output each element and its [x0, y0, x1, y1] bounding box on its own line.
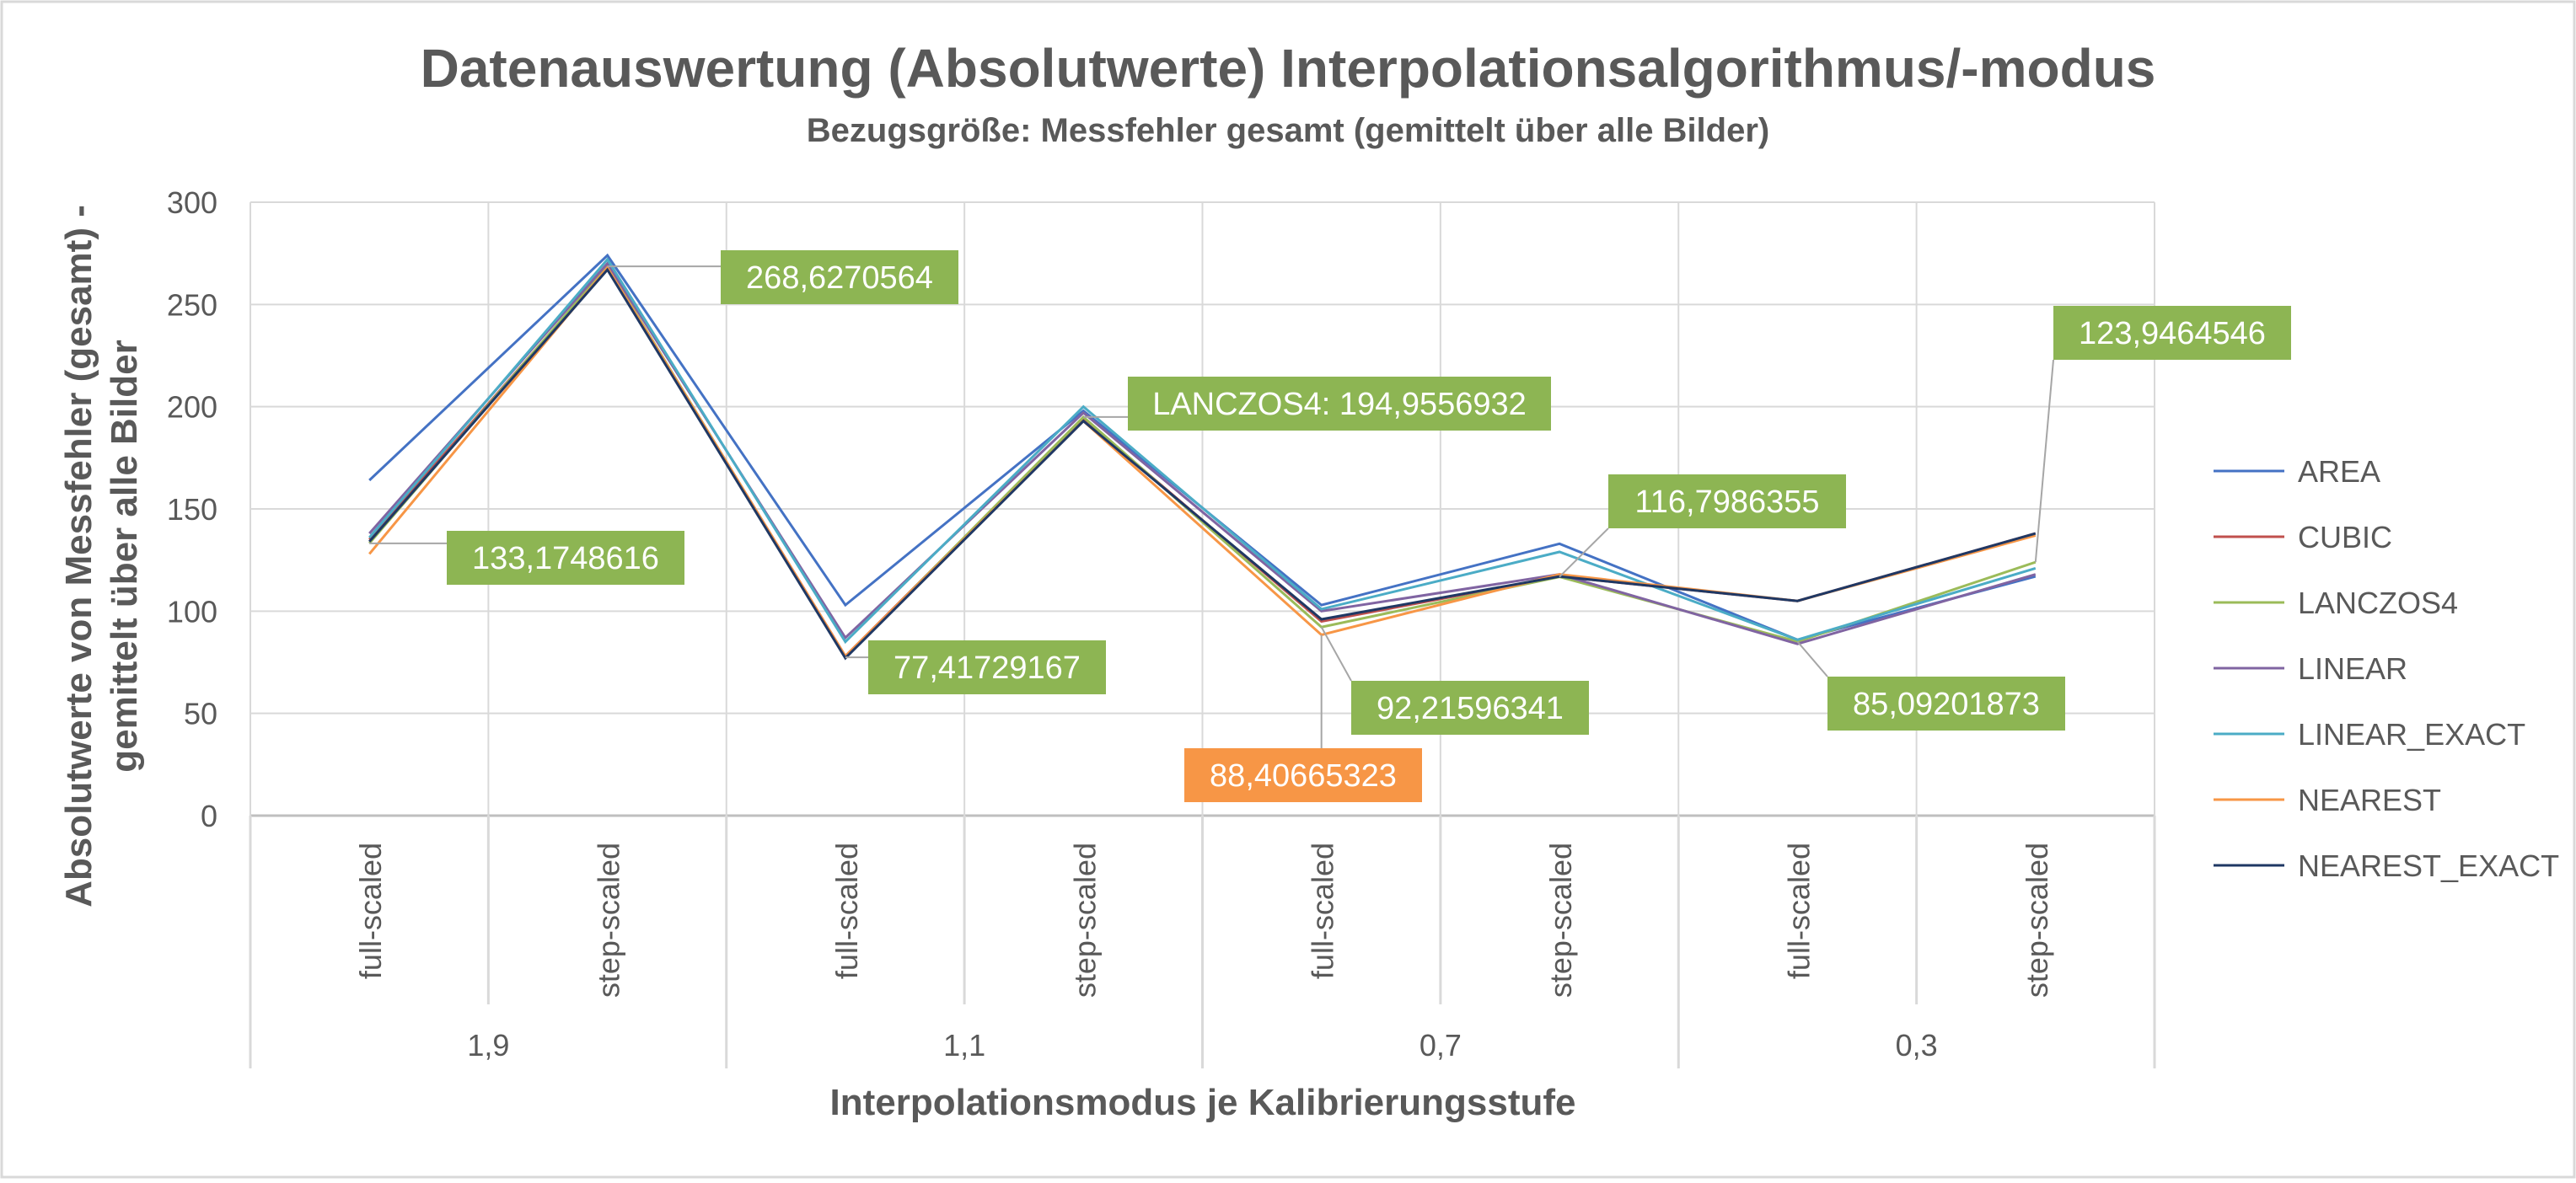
data-label-box	[1128, 377, 1551, 431]
data-label: 92,21596341	[1377, 691, 1564, 726]
data-label: 116,7986355	[1634, 484, 1819, 520]
x-group-label: 1,9	[467, 1028, 509, 1063]
data-label-box	[2053, 306, 2291, 360]
series-line-linear-exact	[368, 257, 2037, 645]
series-line-nearest-exact	[368, 267, 2037, 661]
y-tick-label: 250	[167, 287, 217, 322]
x-group-label: 0,3	[1896, 1028, 1938, 1063]
data-label-box	[1351, 681, 1589, 735]
y-tick-label: 300	[167, 185, 217, 220]
chart-title: Datenauswertung (Absolutwerte) Interpola…	[421, 38, 2156, 99]
data-label: 123,9464546	[2079, 316, 2266, 351]
legend-label: NEAREST_EXACT	[2298, 848, 2559, 883]
x-category-label: step-scaled	[2020, 843, 2054, 998]
series-line-linear	[368, 261, 2037, 645]
data-label-leader	[2034, 359, 2054, 563]
x-category-label: full-scaled	[1306, 843, 1340, 979]
data-label-box	[1184, 748, 1422, 802]
data-label: 268,6270564	[746, 260, 933, 296]
data-label-box	[868, 640, 1106, 694]
x-category-label: step-scaled	[1543, 843, 1578, 998]
legend-label: LINEAR	[2298, 651, 2407, 686]
data-label-box	[721, 250, 958, 304]
legend-label: LINEAR_EXACT	[2298, 717, 2525, 752]
y-axis-label-line1: Absolutwerte von Messfehler (gesamt) -	[58, 205, 99, 907]
data-label: 85,09201873	[1853, 687, 2040, 722]
x-group-label: 0,7	[1419, 1028, 1462, 1063]
y-tick-label: 0	[201, 799, 217, 833]
x-category-label: step-scaled	[1067, 843, 1102, 998]
legend-label: AREA	[2298, 454, 2380, 489]
chart-subtitle: Bezugsgröße: Messfehler gesamt (gemittel…	[807, 112, 1769, 149]
data-label: 77,41729167	[894, 650, 1081, 686]
x-category-label: step-scaled	[592, 843, 626, 998]
data-label-box	[447, 531, 684, 585]
x-category-label: full-scaled	[829, 843, 864, 979]
y-tick-label: 200	[167, 390, 217, 425]
data-label-leader	[1796, 640, 1828, 677]
x-group-label: 1,1	[943, 1028, 985, 1063]
y-tick-label: 100	[167, 594, 217, 629]
x-axis-label: Interpolationsmodus je Kalibrierungsstuf…	[829, 1082, 1575, 1123]
y-axis-label-line2: gemittelt über alle Bilder	[104, 340, 145, 772]
data-label-box	[1827, 677, 2065, 731]
data-label-leader	[1320, 626, 1352, 682]
data-label: LANCZOS4: 194,9556932	[1152, 387, 1527, 422]
data-label-leader	[1559, 527, 1609, 578]
data-label-box	[1608, 474, 1846, 528]
data-label: 88,40665323	[1210, 758, 1397, 794]
legend-label: CUBIC	[2298, 520, 2392, 554]
y-tick-label: 50	[184, 697, 217, 731]
legend-label: NEAREST	[2298, 783, 2441, 817]
data-label: 133,1748616	[472, 541, 659, 576]
legend-label: LANCZOS4	[2298, 586, 2458, 620]
x-category-label: full-scaled	[353, 843, 388, 979]
y-tick-label: 150	[167, 492, 217, 527]
x-category-label: full-scaled	[1781, 843, 1816, 979]
